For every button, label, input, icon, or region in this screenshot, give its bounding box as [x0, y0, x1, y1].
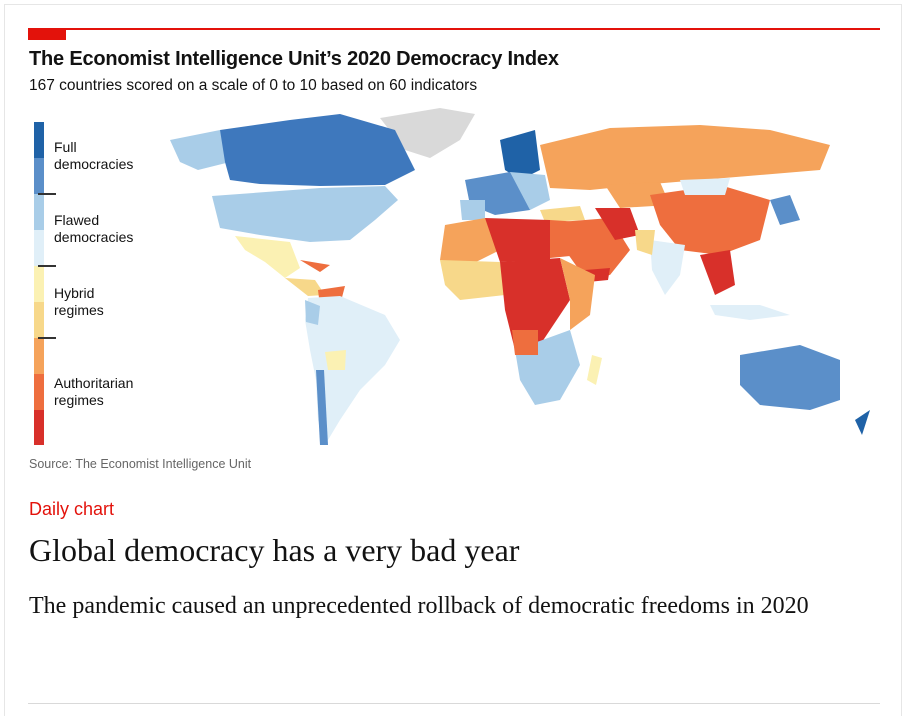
- chart-title: The Economist Intelligence Unit’s 2020 D…: [29, 48, 559, 70]
- legend-swatch-hybrid-dark: [34, 302, 44, 338]
- legend-swatch-auth-dark: [34, 410, 44, 445]
- legend-swatch-full-dark: [34, 122, 44, 158]
- map-region-east-africa: [560, 258, 595, 330]
- legend-label-authoritarian: Authoritarian regimes: [54, 375, 134, 408]
- map-region-iran: [595, 208, 640, 240]
- map-region-west-africa: [440, 260, 505, 300]
- legend-swatch-flawed-dark: [34, 194, 44, 230]
- article-kicker[interactable]: Daily chart: [29, 499, 115, 519]
- map-region-madagascar: [587, 355, 602, 385]
- chart-subtitle: 167 countries scored on a scale of 0 to …: [29, 77, 478, 94]
- map-region-canada: [220, 114, 415, 186]
- map-region-cuba: [300, 260, 330, 272]
- legend-swatch-hybrid-light: [34, 266, 44, 302]
- legend-divider: [38, 193, 56, 195]
- legend-swatch-auth-light: [34, 338, 44, 374]
- legend-swatch-full-light: [34, 158, 44, 194]
- legend-label-hybrid: Hybrid regimes: [54, 285, 104, 318]
- legend-color-bar: [34, 122, 44, 445]
- chart-source: Source: The Economist Intelligence Unit: [29, 457, 252, 471]
- map-region-colombia: [305, 300, 320, 325]
- map-region-south-america: [305, 296, 400, 445]
- card-frame: [4, 4, 902, 716]
- legend-swatch-auth-mid: [34, 374, 44, 410]
- map-region-india: [650, 240, 685, 295]
- map-region-alaska: [170, 130, 230, 170]
- map-region-korea-japan: [770, 195, 800, 225]
- map-region-angola: [512, 330, 538, 355]
- map-region-russia: [540, 125, 830, 190]
- map-region-central-america: [285, 278, 325, 296]
- map-region-mongolia: [680, 178, 730, 195]
- map-region-china: [650, 185, 770, 255]
- legend-divider: [38, 337, 56, 339]
- top-red-rule: [28, 28, 880, 30]
- map-region-bolivia: [325, 350, 346, 370]
- map-region-new-zealand: [855, 410, 870, 435]
- map-region-north-africa-west: [440, 218, 500, 265]
- world-map: [170, 108, 870, 445]
- map-region-southeast-asia: [700, 250, 735, 295]
- legend-divider: [38, 265, 56, 267]
- map-region-chile: [316, 370, 328, 445]
- map-region-turkey: [540, 206, 585, 222]
- article-headline[interactable]: Global democracy has a very bad year: [29, 532, 520, 568]
- legend-label-flawed: Flawed democracies: [54, 212, 134, 245]
- map-region-central-africa: [500, 258, 570, 350]
- map-region-iberia: [460, 200, 485, 220]
- map-region-pakistan: [635, 230, 655, 255]
- map-region-australia: [740, 345, 840, 410]
- map-region-algeria-libya: [485, 218, 550, 262]
- map-region-eastern-europe: [510, 172, 550, 210]
- map-region-greenland: [380, 108, 475, 158]
- map-region-indonesia: [710, 305, 790, 320]
- map-region-mexico: [235, 236, 300, 278]
- legend-swatch-flawed-light: [34, 230, 44, 266]
- article-standfirst: The pandemic caused an unprecedented rol…: [29, 593, 809, 619]
- map-region-egypt: [550, 220, 580, 258]
- map-region-scandinavia: [500, 130, 540, 180]
- bottom-divider: [28, 703, 880, 704]
- map-region-usa: [212, 186, 398, 242]
- legend-label-full: Full democracies: [54, 139, 134, 172]
- red-tag: [28, 28, 66, 40]
